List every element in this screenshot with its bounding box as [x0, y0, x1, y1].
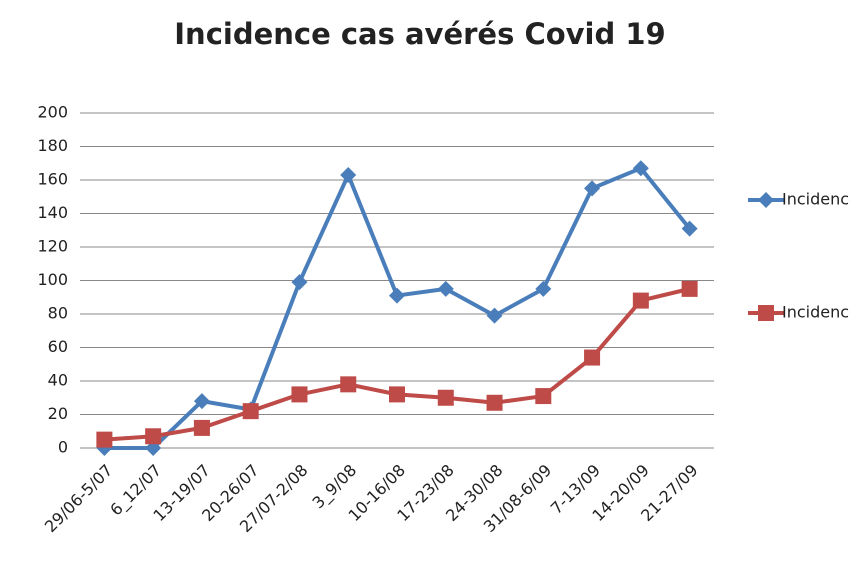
- y-tick-label: 40: [48, 371, 68, 390]
- chart-title: Incidence cas avérés Covid 19: [174, 17, 665, 51]
- point: [437, 280, 454, 297]
- series-line: [104, 286, 691, 442]
- point: [340, 166, 357, 183]
- y-tick-label: 20: [48, 404, 68, 423]
- y-tick-label: 80: [48, 304, 68, 323]
- point: [389, 386, 405, 403]
- point: [681, 280, 698, 297]
- point: [758, 192, 774, 208]
- point: [193, 393, 210, 410]
- legend-label: Incidence FMM: [782, 190, 850, 209]
- y-tick-label: 200: [37, 103, 68, 122]
- legend-label: Incidence Sciensano: [782, 303, 850, 322]
- point: [291, 386, 308, 403]
- point: [96, 431, 113, 448]
- point: [145, 428, 162, 445]
- point: [486, 394, 503, 411]
- y-tick-label: 60: [48, 337, 68, 356]
- point: [389, 287, 405, 304]
- point: [632, 160, 649, 177]
- point: [193, 419, 210, 436]
- point: [486, 307, 503, 324]
- point: [340, 376, 357, 393]
- y-tick-label: 140: [37, 203, 68, 222]
- point: [758, 305, 774, 321]
- x-tick-label: 29/06-5/07: [41, 461, 117, 537]
- y-tick-label: 120: [37, 237, 68, 256]
- point: [584, 180, 601, 197]
- point: [535, 280, 552, 297]
- y-tick-label: 160: [37, 170, 68, 189]
- point: [681, 220, 698, 237]
- point: [242, 403, 259, 420]
- y-tick-label: 0: [58, 438, 68, 457]
- y-tick-label: 100: [37, 270, 68, 289]
- point: [584, 349, 601, 366]
- point: [535, 388, 552, 405]
- point: [632, 292, 649, 309]
- point: [437, 389, 454, 406]
- y-tick-label: 180: [37, 136, 68, 155]
- point: [291, 274, 308, 291]
- series-line: [104, 166, 692, 450]
